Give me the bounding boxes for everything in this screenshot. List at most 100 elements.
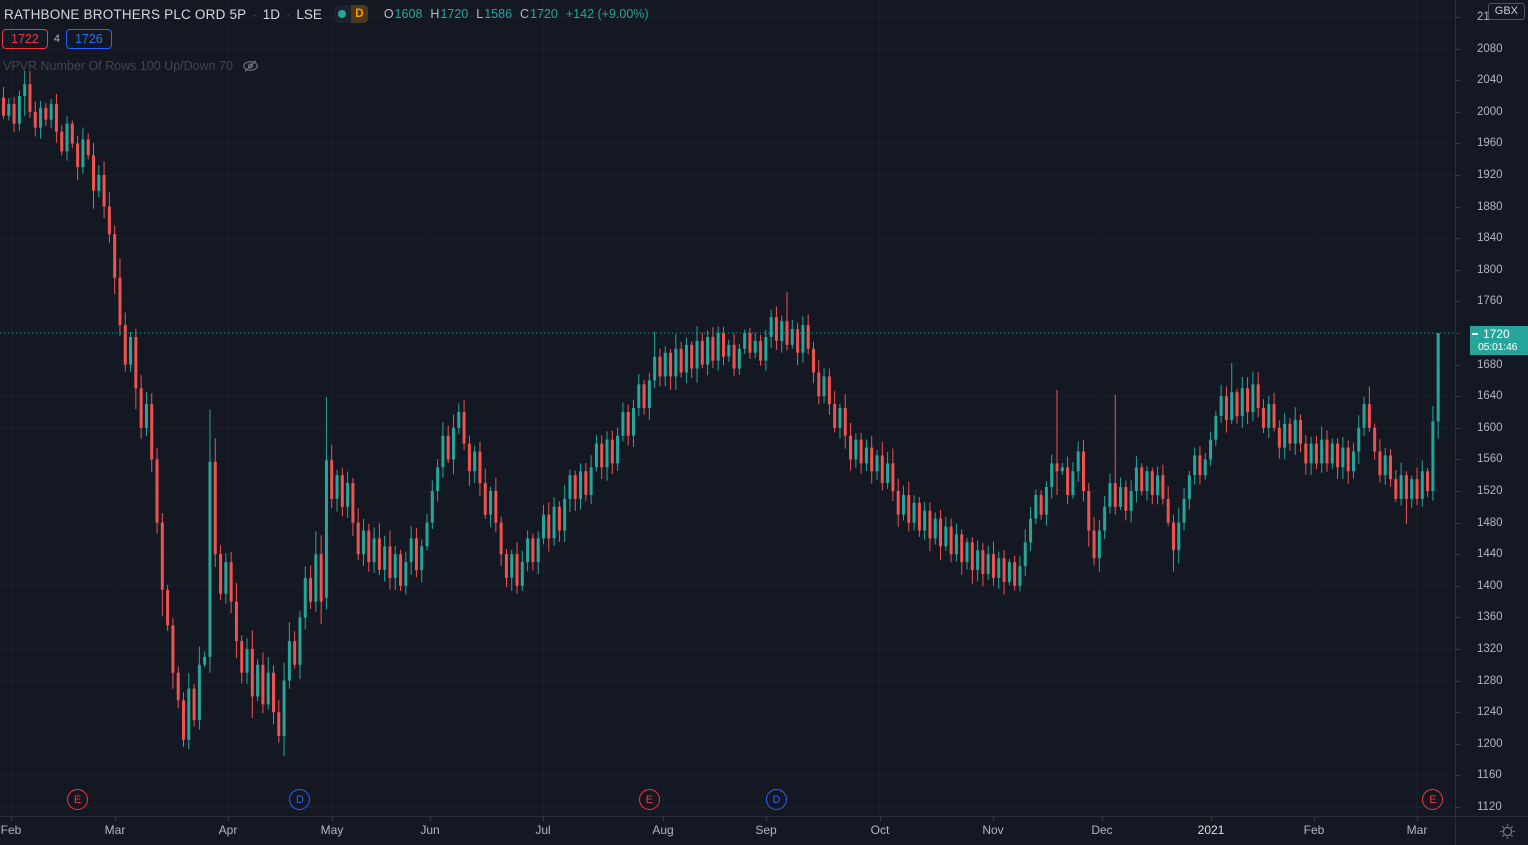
price-tick [1456, 744, 1460, 745]
candle [7, 103, 11, 116]
candle [854, 439, 858, 460]
low-value: 1586 [484, 7, 513, 21]
price-tick [1456, 807, 1460, 808]
earnings-marker[interactable]: E [1422, 789, 1444, 810]
notification-badge: D [350, 5, 368, 23]
candle [796, 329, 800, 353]
price-axis-label: 1760 [1477, 295, 1503, 307]
candle [515, 554, 519, 586]
candle [1224, 396, 1228, 420]
candle [780, 321, 784, 341]
candle [1415, 479, 1419, 499]
candle [1404, 475, 1408, 499]
time-tick [1102, 817, 1103, 821]
earnings-marker[interactable]: E [638, 789, 660, 810]
ask-button[interactable]: 1726 [65, 29, 112, 49]
candle [1304, 443, 1308, 464]
price-tick [1456, 554, 1460, 555]
price-axis[interactable]: 2120208020402000196019201880184018001760… [1455, 0, 1528, 816]
candle [976, 550, 980, 570]
candle [838, 408, 842, 428]
axis-corner [1455, 816, 1528, 845]
candle [658, 356, 662, 377]
symbol-title[interactable]: RATHBONE BROTHERS PLC ORD 5P [4, 6, 247, 22]
candle [1108, 483, 1112, 507]
candle [224, 562, 228, 594]
candle [579, 471, 583, 499]
candle [404, 562, 408, 586]
candle [144, 404, 148, 428]
currency-toggle-button[interactable]: GBX [1487, 3, 1525, 20]
chart-pane[interactable]: RATHBONE BROTHERS PLC ORD 5P · 1D · LSE … [0, 0, 1455, 816]
price-axis-label: 2080 [1477, 43, 1503, 55]
dividends-marker[interactable]: D [289, 789, 311, 810]
quote-row: 1722 4 1726 [2, 29, 112, 49]
bid-button[interactable]: 1722 [2, 29, 48, 49]
candle [44, 107, 48, 120]
candle [1007, 562, 1011, 582]
candle [293, 641, 297, 665]
eye-off-icon[interactable] [242, 59, 259, 73]
candle [192, 688, 196, 721]
candle [1198, 455, 1202, 476]
price-axis-label: 2040 [1477, 74, 1503, 86]
time-tick [543, 817, 544, 821]
candle [335, 475, 339, 499]
price-axis-label: 1520 [1477, 485, 1503, 497]
candle [827, 376, 831, 405]
candle [716, 333, 720, 361]
candle [451, 427, 455, 460]
gear-icon[interactable] [1499, 823, 1516, 845]
open-value: 1608 [394, 7, 423, 21]
time-axis[interactable]: Feb Mar Apr May Jun Jul Aug Sep Oct Nov Dec 2021 Feb… [0, 816, 1455, 845]
candle [563, 498, 567, 531]
candle [1219, 396, 1223, 416]
indicator-label[interactable]: VPVR Number Of Rows 100 Up/Down 70 [3, 59, 233, 73]
candle [414, 538, 418, 570]
candle [240, 641, 244, 673]
candle [621, 412, 625, 436]
candle [663, 352, 667, 377]
candle [1066, 467, 1070, 495]
candle [457, 412, 461, 428]
candle [695, 340, 699, 369]
candle [277, 712, 281, 736]
candle [690, 344, 694, 369]
candle [282, 680, 286, 736]
candle [1410, 479, 1414, 499]
timeframe-label[interactable]: 1D [262, 6, 280, 22]
market-status-pill[interactable]: D [333, 5, 368, 23]
candle [430, 491, 434, 523]
time-tick [11, 817, 12, 821]
price-tick [1456, 617, 1460, 618]
price-tick [1456, 428, 1460, 429]
candle [1097, 530, 1101, 559]
candle [54, 103, 58, 132]
candle [907, 494, 911, 523]
candle [261, 664, 265, 705]
candlestick-canvas[interactable] [0, 0, 1455, 816]
price-axis-label: 1960 [1477, 137, 1503, 149]
price-axis-label: 1440 [1477, 548, 1503, 560]
candle [1145, 471, 1149, 491]
dividends-marker[interactable]: D [765, 789, 787, 810]
candle [1166, 498, 1170, 523]
candle [954, 534, 958, 555]
candle [213, 461, 217, 555]
price-axis-label: 1480 [1477, 517, 1503, 529]
candle [1261, 408, 1265, 428]
time-axis-label: Aug [652, 823, 674, 837]
candle [557, 506, 561, 531]
candle [1209, 439, 1213, 460]
candle [383, 546, 387, 570]
candle [219, 554, 223, 594]
candle [478, 451, 482, 484]
candle [901, 494, 905, 515]
candle [436, 467, 440, 491]
candle [1071, 471, 1075, 495]
candle [637, 384, 641, 409]
legend-separator: · [252, 6, 257, 22]
candle [1389, 455, 1393, 480]
candle [181, 700, 185, 740]
earnings-marker[interactable]: E [67, 789, 89, 810]
